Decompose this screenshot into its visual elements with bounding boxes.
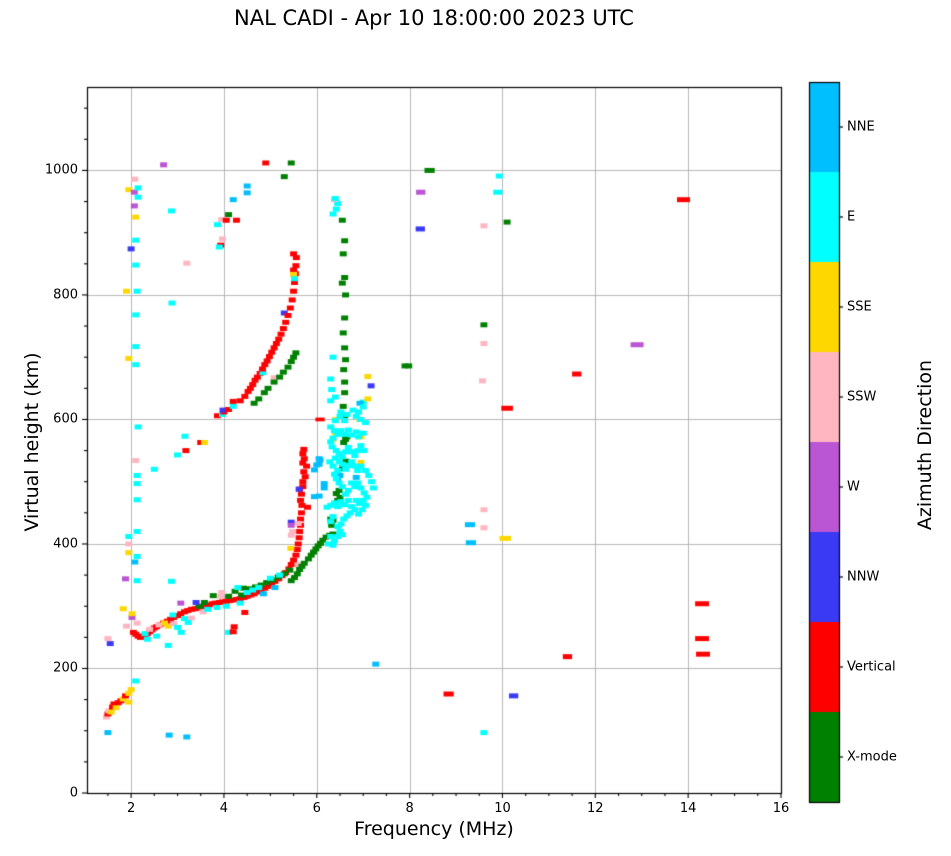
- x-tick-label: 12: [587, 801, 604, 816]
- y-tick-label: 200: [53, 660, 78, 676]
- colorbar-tick-label: SSE: [847, 299, 872, 315]
- colorbar-tick-label: NNE: [847, 119, 875, 135]
- x-tick-label: 16: [772, 801, 790, 816]
- y-tick-label: 1000: [44, 162, 78, 178]
- x-tick-label: 8: [405, 801, 414, 816]
- y-axis-label: Virtual height (km): [21, 352, 43, 532]
- x-tick-label: 6: [312, 801, 321, 816]
- y-tick-label: 0: [69, 785, 78, 801]
- y-tick-label: 400: [53, 536, 78, 552]
- colorbar-tick-label: X-mode: [847, 749, 897, 765]
- colorbar-tick-label: SSW: [847, 389, 877, 405]
- y-tick-label: 800: [53, 287, 78, 303]
- colorbar-tick-label: NNW: [847, 569, 880, 585]
- y-tick-label: 600: [53, 411, 78, 427]
- x-axis-label: Frequency (MHz): [354, 818, 514, 840]
- x-tick-label: 4: [219, 801, 229, 816]
- colorbar-tick-label: Vertical: [847, 659, 896, 675]
- colorbar-tick-label: E: [847, 209, 856, 225]
- x-tick-label: 10: [494, 801, 511, 816]
- colorbar-axis-label: Azimuth Direction: [914, 359, 936, 531]
- colorbar-tick-label: W: [847, 479, 860, 495]
- x-tick-label: 14: [679, 801, 697, 816]
- x-tick-label: 2: [126, 801, 136, 816]
